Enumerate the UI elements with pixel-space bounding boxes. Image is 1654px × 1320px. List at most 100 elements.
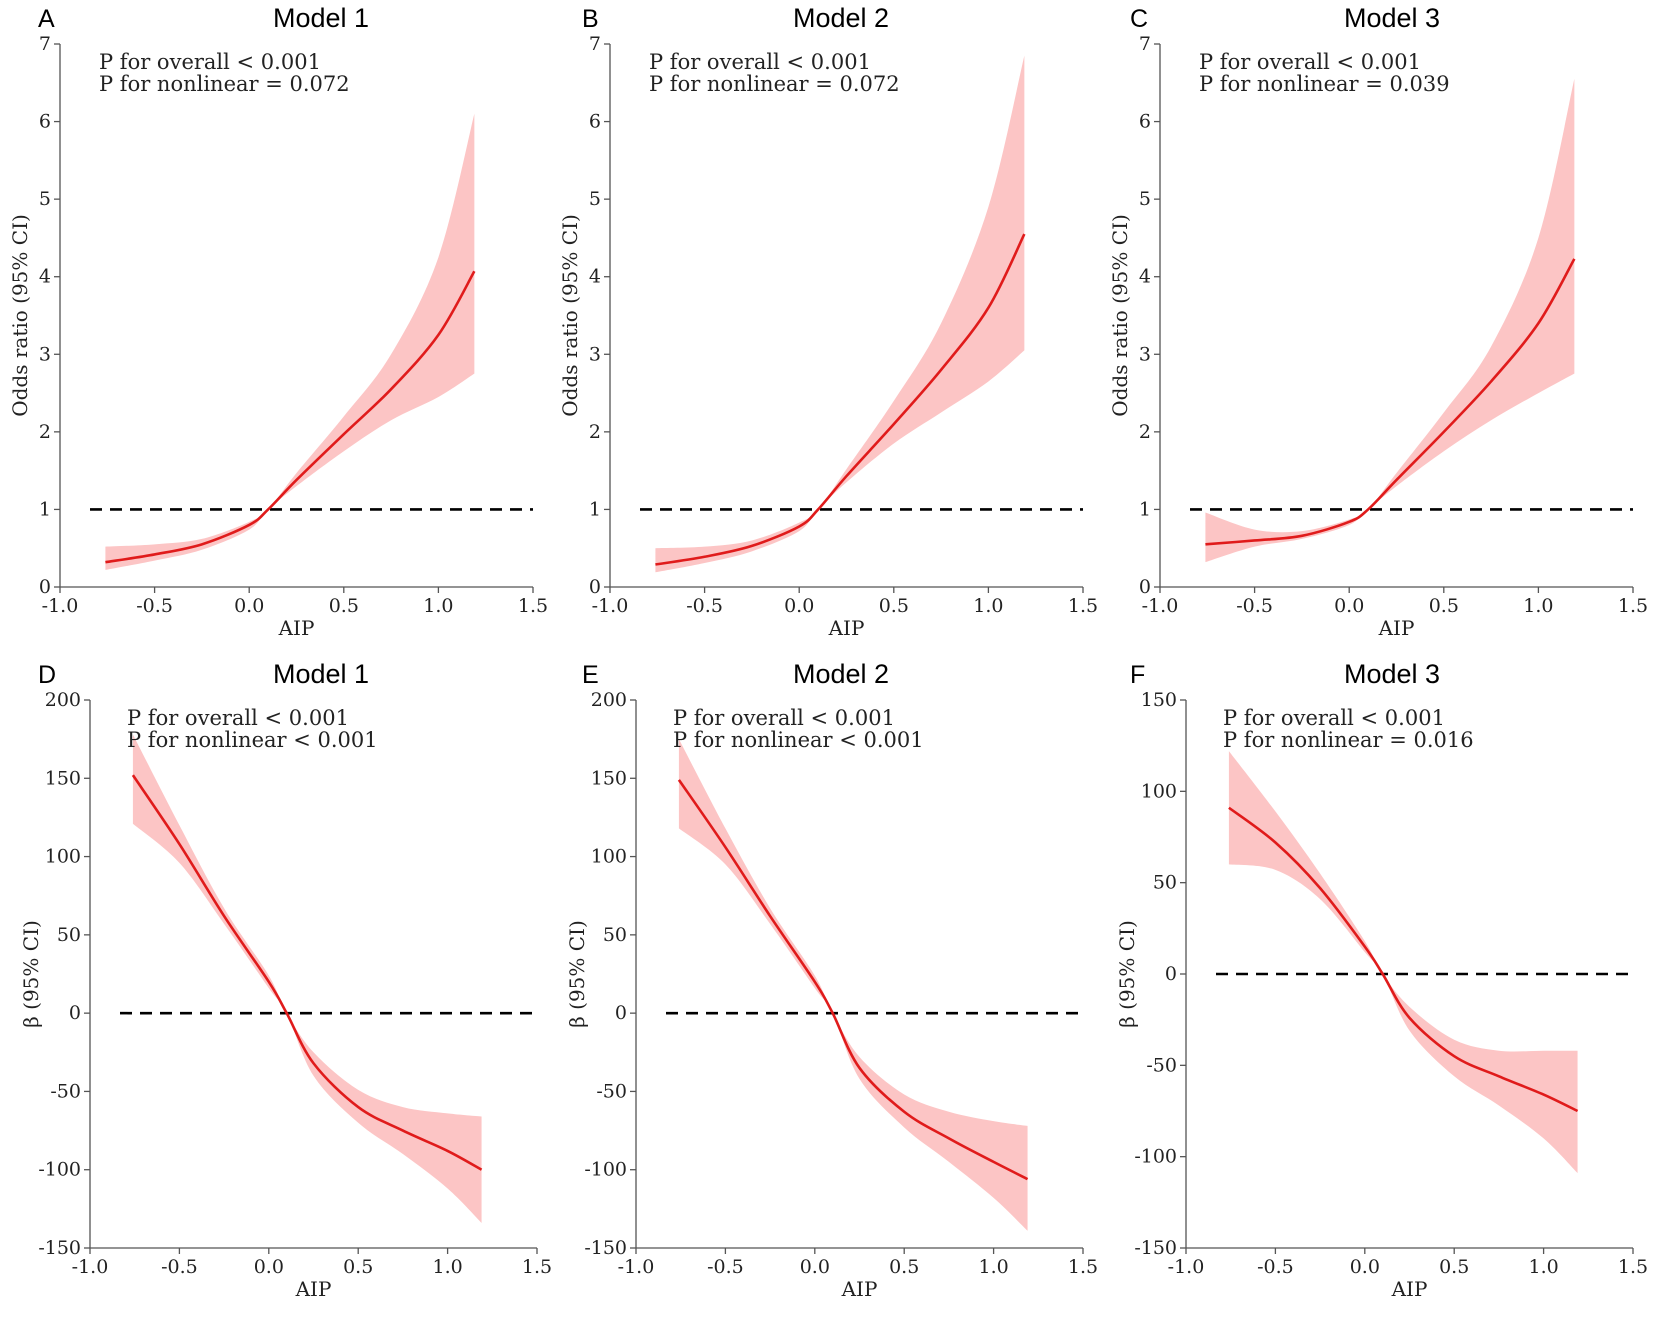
p-value-annotation: P for overall < 0.001	[1223, 706, 1445, 730]
panel-title: Model 2	[793, 659, 889, 689]
estimate-curve	[1205, 258, 1576, 546]
y-axis-label: Odds ratio (95% CI)	[8, 214, 32, 417]
x-tick-label: -1.0	[592, 595, 629, 617]
y-axis-label: Odds ratio (95% CI)	[558, 214, 582, 417]
x-tick-label: 0.0	[800, 1256, 830, 1278]
p-value-annotation: P for nonlinear < 0.001	[127, 728, 378, 752]
y-axis-label: β (95% CI)	[565, 920, 589, 1028]
y-tick-label: 7	[39, 33, 51, 55]
y-tick-label: 100	[591, 846, 627, 868]
x-tick-label: -0.5	[161, 1256, 198, 1278]
y-tick-label: -50	[596, 1080, 627, 1102]
panel-title: Model 3	[1344, 3, 1440, 33]
p-value-annotation: P for overall < 0.001	[1199, 50, 1421, 74]
y-tick-label: -100	[38, 1159, 81, 1181]
panel-title: Model 2	[793, 3, 889, 33]
y-tick-label: 2	[1139, 421, 1151, 443]
y-tick-label: 3	[589, 343, 601, 365]
x-tick-label: -0.5	[707, 1256, 744, 1278]
y-tick-label: 1	[589, 498, 601, 520]
x-tick-label: 1.0	[978, 1256, 1008, 1278]
panel-title: Model 1	[273, 659, 369, 689]
y-tick-label: 100	[45, 846, 81, 868]
p-value-annotation: P for nonlinear = 0.072	[649, 72, 900, 96]
x-axis-label: AIP	[278, 616, 315, 640]
y-tick-label: 0	[615, 1002, 627, 1024]
y-tick-label: 0	[69, 1002, 81, 1024]
y-tick-label: 3	[1139, 343, 1151, 365]
y-tick-label: 150	[1141, 689, 1177, 711]
y-tick-label: 50	[603, 924, 627, 946]
ci-band	[1205, 78, 1575, 563]
y-tick-label: 5	[1139, 188, 1151, 210]
panel-letter: A	[38, 5, 55, 33]
estimate-curve	[105, 270, 476, 564]
x-tick-label: 1.5	[1068, 595, 1098, 617]
x-tick-label: 0.5	[1439, 1256, 1469, 1278]
p-value-annotation: P for overall < 0.001	[649, 50, 871, 74]
ci-band	[1228, 751, 1578, 1174]
y-tick-label: 50	[1153, 872, 1177, 894]
y-tick-label: 0	[39, 576, 51, 598]
y-tick-label: 200	[591, 689, 627, 711]
x-tick-label: 1.0	[1528, 1256, 1558, 1278]
y-axis-label: Odds ratio (95% CI)	[1108, 214, 1132, 417]
estimate-curve	[655, 233, 1026, 566]
x-tick-label: -1.0	[1142, 595, 1179, 617]
estimate-curve	[677, 779, 1029, 1181]
x-tick-label: 0.0	[234, 595, 264, 617]
ci-band	[105, 113, 475, 570]
y-tick-label: 150	[591, 767, 627, 789]
y-tick-label: 6	[589, 111, 601, 133]
panel-title: Model 3	[1344, 659, 1440, 689]
panel-letter: F	[1130, 661, 1145, 689]
p-value-annotation: P for overall < 0.001	[127, 706, 349, 730]
y-tick-label: -100	[584, 1159, 627, 1181]
x-tick-label: -1.0	[42, 595, 79, 617]
x-tick-label: 1.5	[518, 595, 548, 617]
x-tick-label: 1.0	[1523, 595, 1553, 617]
y-tick-label: 5	[39, 188, 51, 210]
x-tick-label: 0.5	[879, 595, 909, 617]
x-tick-label: 1.0	[423, 595, 453, 617]
y-tick-label: 4	[39, 266, 51, 288]
estimate-curve	[131, 774, 483, 1171]
y-tick-label: 6	[1139, 111, 1151, 133]
panel-letter: C	[1130, 5, 1148, 33]
estimate-curve	[1228, 806, 1579, 1113]
x-tick-label: -1.0	[1168, 1256, 1205, 1278]
y-tick-label: 4	[589, 266, 601, 288]
y-tick-label: 4	[1139, 266, 1151, 288]
panel-a: A Model 1 0 1 2 3 4 5 6 7 -1.0 -0.5 0.0 0.5 1.0 1.5 AIP O…	[8, 3, 548, 640]
y-tick-label: -150	[38, 1237, 81, 1259]
p-value-annotation: P for nonlinear = 0.039	[1199, 72, 1450, 96]
x-tick-label: 0.5	[329, 595, 359, 617]
panel-c: C Model 3 0 1 2 3 4 5 6 7 -1.0 -0.5 0.0 0.5 1.0 1.5 AIP O…	[1108, 3, 1648, 640]
y-tick-label: -50	[1146, 1054, 1177, 1076]
y-axis-label: β (95% CI)	[1115, 920, 1139, 1028]
panel-title: Model 1	[273, 3, 369, 33]
x-tick-label: 0.0	[1350, 1256, 1380, 1278]
x-axis-label: AIP	[1378, 616, 1415, 640]
x-tick-label: 0.5	[1429, 595, 1459, 617]
ci-band	[132, 734, 482, 1223]
x-tick-label: -0.5	[136, 595, 173, 617]
y-tick-label: 7	[589, 33, 601, 55]
y-tick-label: 50	[57, 924, 81, 946]
x-tick-label: 1.0	[973, 595, 1003, 617]
y-tick-label: 1	[1139, 498, 1151, 520]
x-tick-label: 0.0	[254, 1256, 284, 1278]
ci-band	[655, 55, 1025, 573]
x-tick-label: 1.5	[522, 1256, 552, 1278]
x-axis-label: AIP	[295, 1277, 332, 1301]
panel-letter: D	[38, 661, 56, 689]
y-tick-label: 0	[1139, 576, 1151, 598]
y-tick-label: 150	[45, 767, 81, 789]
x-tick-label: 0.0	[784, 595, 814, 617]
y-tick-label: 100	[1141, 780, 1177, 802]
x-tick-label: -1.0	[72, 1256, 109, 1278]
y-tick-label: 2	[589, 421, 601, 443]
p-value-annotation: P for overall < 0.001	[99, 50, 321, 74]
panel-letter: B	[582, 5, 599, 33]
